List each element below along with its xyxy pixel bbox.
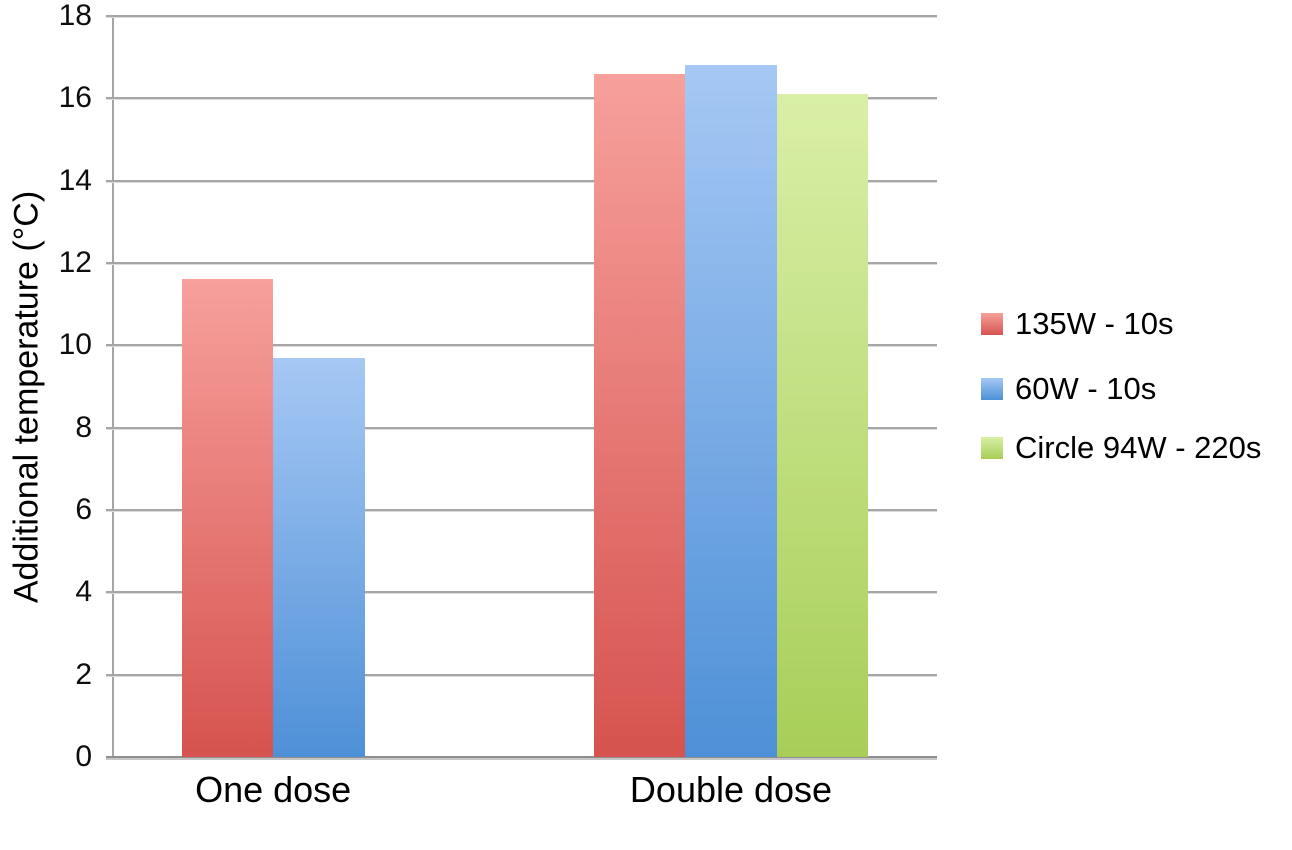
bar: [593, 73, 686, 757]
y-tick-label: 4: [75, 575, 92, 609]
y-tick-label: 2: [75, 657, 92, 691]
y-tick-label: 10: [58, 328, 92, 362]
legend-swatch: [981, 313, 1003, 335]
gridline: [106, 97, 937, 100]
gridline: [106, 15, 937, 17]
legend-swatch: [981, 378, 1003, 400]
gridline: [106, 179, 937, 182]
legend-item: 135W - 10s: [981, 302, 1174, 346]
bar: [776, 94, 869, 757]
x-category-label: One dose: [195, 769, 352, 810]
y-tick-label: 8: [75, 410, 92, 444]
plot-area: [106, 15, 937, 758]
y-tick-label: 18: [58, 0, 92, 32]
gridline: [106, 591, 937, 594]
y-axis-line: [112, 16, 114, 758]
legend-label: Circle 94W - 220s: [1015, 430, 1262, 465]
gridline: [106, 426, 937, 429]
gridline: [106, 262, 937, 264]
gridline: [106, 509, 937, 511]
y-tick-label: 12: [58, 246, 92, 279]
legend-item: 60W - 10s: [981, 367, 1156, 411]
gridline: [106, 344, 937, 347]
y-tick-label: 16: [58, 81, 92, 115]
y-tick-label: 14: [58, 163, 92, 197]
bar: [685, 65, 777, 757]
legend-swatch: [981, 437, 1003, 459]
legend-item: Circle 94W - 220s: [981, 426, 1261, 470]
bar: [273, 357, 365, 757]
x-axis-baseline: [106, 756, 937, 758]
legend: 135W - 10s 60W - 10s Circle 94W - 220s: [981, 0, 1292, 850]
gridline: [106, 673, 937, 676]
y-tick-label: 0: [75, 740, 92, 773]
legend-label: 135W - 10s: [1015, 306, 1174, 341]
y-tick-label: 6: [75, 493, 92, 526]
bar: [181, 279, 274, 757]
x-category-label: Double dose: [629, 769, 833, 810]
legend-label: 60W - 10s: [1015, 371, 1157, 406]
